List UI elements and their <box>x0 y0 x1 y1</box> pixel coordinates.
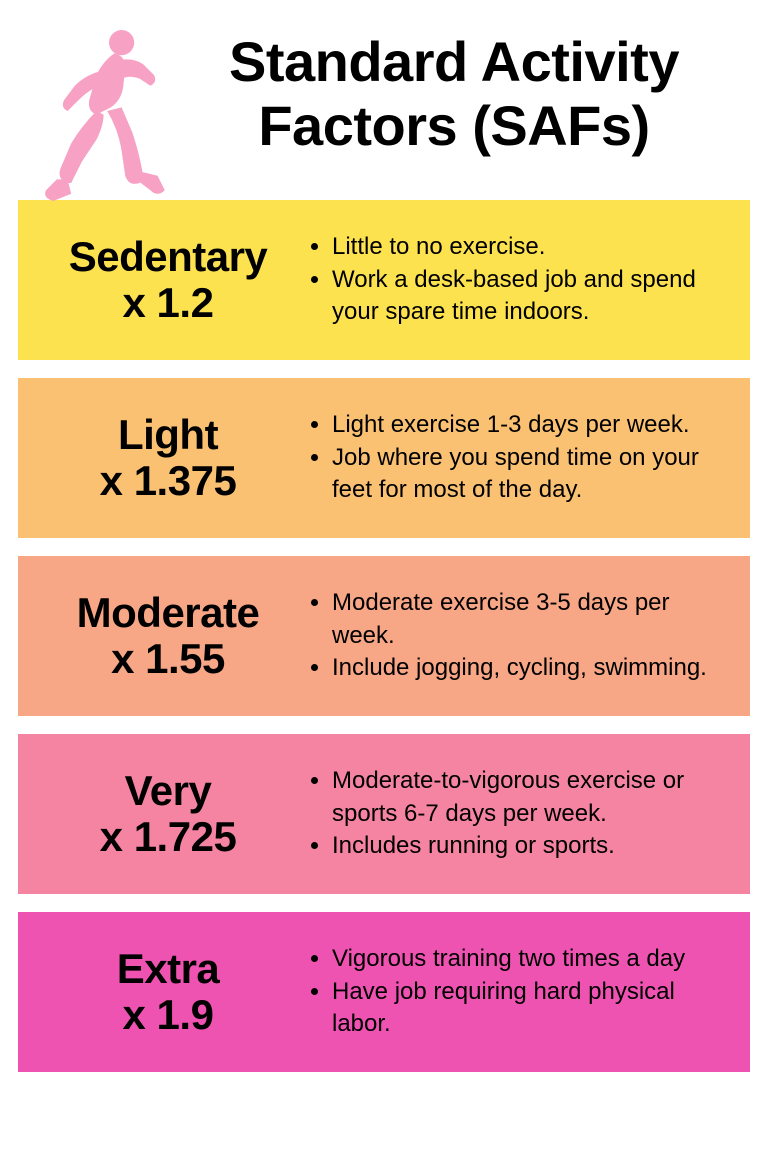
title-line-2: Factors (SAFs) <box>258 94 649 157</box>
row-right: Vigorous training two times a day Have j… <box>298 943 730 1040</box>
activity-bullets: Little to no exercise.Work a desk-based … <box>308 231 730 328</box>
header: Standard Activity Factors (SAFs) <box>0 0 768 200</box>
activity-bullets: Moderate exercise 3-5 days per week.Incl… <box>308 587 730 684</box>
activity-factor: x 1.2 <box>38 280 298 326</box>
row-left: Sedentaryx 1.2 <box>38 234 298 326</box>
activity-factor: x 1.9 <box>38 992 298 1038</box>
activity-factor: x 1.375 <box>38 458 298 504</box>
activity-label: Moderate <box>38 590 298 636</box>
activity-row-light: Lightx 1.375Light exercise 1-3 days per … <box>18 378 750 538</box>
activity-bullet: Job where you spend time on your feet fo… <box>332 442 730 507</box>
activity-label: Very <box>38 768 298 814</box>
activity-bullet: Include jogging, cycling, swimming. <box>332 652 730 684</box>
activity-bullet: Moderate-to-vigorous exercise or sports … <box>332 765 730 830</box>
activity-bullet: Vigorous training two times a day <box>332 943 730 975</box>
activity-bullets: Light exercise 1-3 days per week.Job whe… <box>308 409 730 506</box>
row-left: Moderatex 1.55 <box>38 590 298 682</box>
activity-bullet: Includes running or sports. <box>332 830 730 862</box>
activity-label: Sedentary <box>38 234 298 280</box>
activity-bullet: Little to no exercise. <box>332 231 730 263</box>
activity-row-moderate: Moderatex 1.55Moderate exercise 3-5 days… <box>18 556 750 716</box>
row-right: Moderate-to-vigorous exercise or sports … <box>298 765 730 862</box>
activity-bullet: Work a desk-based job and spend your spa… <box>332 264 730 329</box>
row-right: Little to no exercise.Work a desk-based … <box>298 231 730 328</box>
activity-bullet: Moderate exercise 3-5 days per week. <box>332 587 730 652</box>
runner-icon <box>10 20 190 220</box>
activity-row-extra: Extrax 1.9Vigorous training two times a … <box>18 912 750 1072</box>
row-right: Moderate exercise 3-5 days per week.Incl… <box>298 587 730 684</box>
activity-row-very: Veryx 1.725 Moderate-to-vigorous exercise… <box>18 734 750 894</box>
row-right: Light exercise 1-3 days per week.Job whe… <box>298 409 730 506</box>
row-left: Veryx 1.725 <box>38 768 298 860</box>
activity-rows: Sedentaryx 1.2Little to no exercise.Work… <box>0 200 768 1090</box>
title-line-1: Standard Activity <box>229 30 679 93</box>
activity-factor: x 1.725 <box>38 814 298 860</box>
activity-label: Extra <box>38 946 298 992</box>
activity-row-sedentary: Sedentaryx 1.2Little to no exercise.Work… <box>18 200 750 360</box>
activity-bullets: Moderate-to-vigorous exercise or sports … <box>308 765 730 862</box>
activity-label: Light <box>38 412 298 458</box>
activity-factor: x 1.55 <box>38 636 298 682</box>
row-left: Lightx 1.375 <box>38 412 298 504</box>
activity-bullet: Light exercise 1-3 days per week. <box>332 409 730 441</box>
activity-bullets: Vigorous training two times a day Have j… <box>308 943 730 1040</box>
row-left: Extrax 1.9 <box>38 946 298 1038</box>
activity-bullet: Have job requiring hard physical labor. <box>332 976 730 1041</box>
